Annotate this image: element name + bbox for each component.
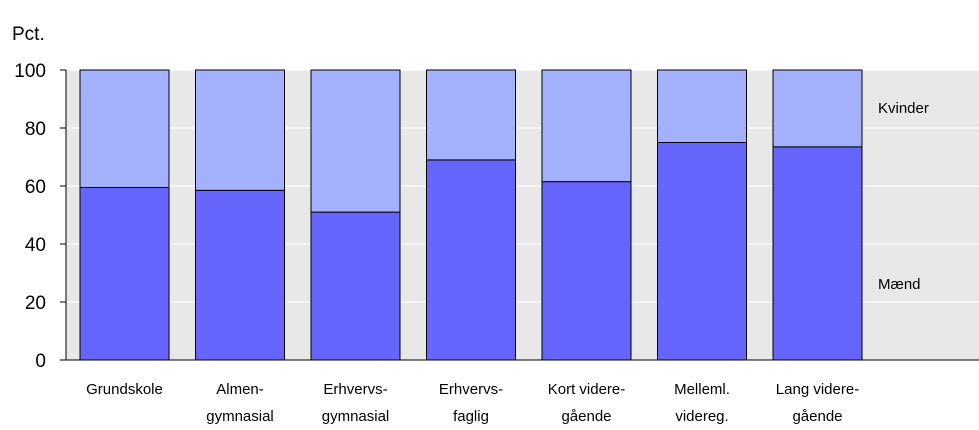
bar-segment-maend: [541, 181, 632, 361]
bar-segment-maend: [426, 159, 516, 361]
x-category-label: Erhvervs-: [439, 381, 503, 398]
y-tick-label: 60: [25, 177, 46, 198]
x-category-label: Melleml.: [674, 381, 730, 398]
bar-segment-maend: [79, 186, 170, 361]
x-category-label: Almen-: [216, 381, 264, 398]
y-tick-label: 40: [25, 235, 46, 256]
legend-label-kvinder: Kvinder: [878, 100, 929, 117]
x-category-label: faglig: [453, 408, 489, 425]
bar-segment-kvinder: [426, 69, 516, 161]
x-category-label: Grundskole: [86, 381, 163, 398]
bar-segment-maend: [310, 211, 401, 361]
x-category-label: Lang videre-: [776, 381, 859, 398]
x-category-label: Erhvervs-: [323, 381, 387, 398]
y-axis-unit-label: Pct.: [12, 24, 45, 45]
x-category-label: gående: [561, 408, 611, 425]
x-category-label: gymnasial: [322, 408, 390, 425]
x-category-label: gående: [792, 408, 842, 425]
y-tick-label: 0: [35, 351, 46, 372]
x-category-label: videreg.: [675, 408, 728, 425]
x-axis-labels: Grundskole Almen-gymnasial Erhvervs-gymnas…: [86, 381, 859, 425]
legend-label-maend: Mænd: [878, 276, 921, 293]
bar-segment-maend: [195, 189, 285, 361]
bar-segment-maend: [657, 142, 747, 361]
y-tick-label: 80: [25, 119, 46, 140]
bar-segment-kvinder: [772, 69, 863, 148]
y-tick-label: 100: [14, 61, 46, 82]
bar-segment-kvinder: [79, 69, 170, 188]
y-axis-ticks: 0 20 40 60 80 100: [14, 61, 66, 372]
bar-segment-kvinder: [541, 69, 632, 183]
bar-segment-maend: [772, 146, 863, 361]
bar-segment-kvinder: [310, 69, 401, 213]
x-category-label: gymnasial: [206, 408, 274, 425]
bar-segment-kvinder: [657, 69, 747, 143]
bars: [79, 69, 863, 361]
x-category-label: Kort videre-: [548, 381, 626, 398]
y-tick-label: 20: [25, 293, 46, 314]
bar-segment-kvinder: [195, 69, 285, 191]
